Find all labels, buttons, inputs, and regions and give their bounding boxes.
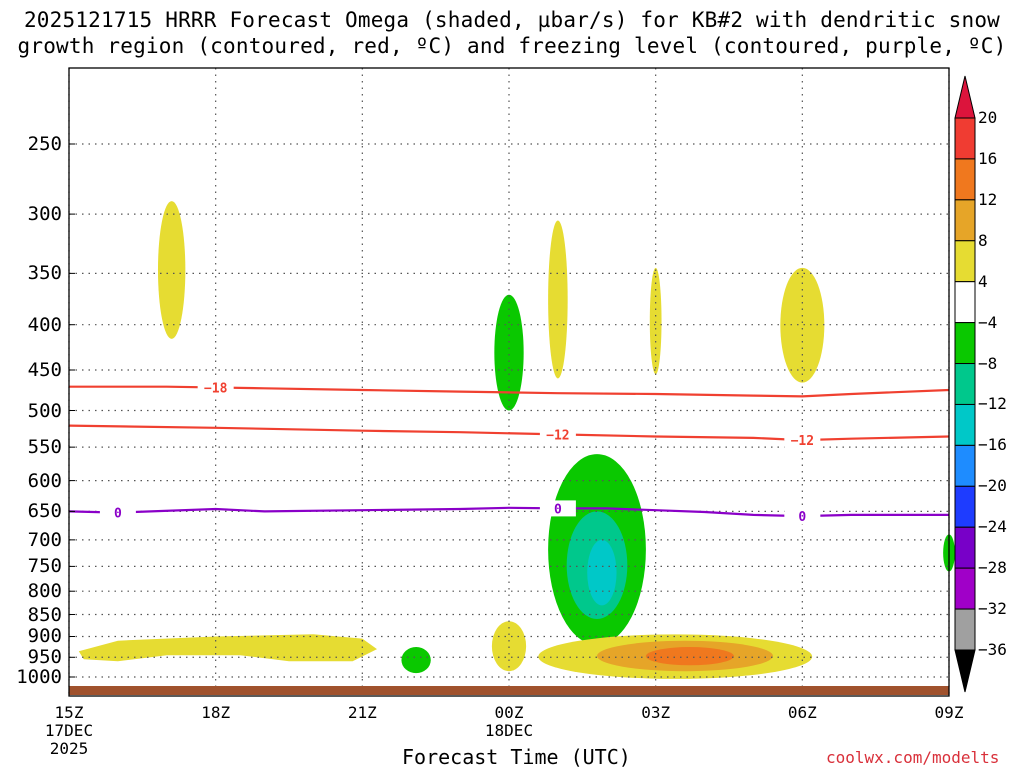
colorbar-segment-11 — [954, 567, 976, 610]
y-tick-label: 1000 — [16, 666, 62, 688]
colorbar-segment-1 — [954, 158, 976, 201]
colorbar-label: 16 — [978, 148, 998, 168]
contour-dgz-minus12 — [68, 424, 950, 442]
x-tick-label: 21Z — [347, 703, 377, 722]
colorbar-segment-3 — [954, 240, 976, 283]
omega-region-upward-strong-1 — [645, 647, 734, 666]
contour-label-bg-dgz-minus18-0 — [197, 379, 234, 396]
colorbar-label: 12 — [978, 189, 998, 209]
y-tick-label: 500 — [27, 399, 62, 422]
omega-region-upward-light-2 — [548, 220, 568, 379]
colorbar-label: −16 — [978, 435, 1007, 455]
omega-region-upward-light-6 — [491, 621, 527, 672]
colorbar-label: −4 — [978, 312, 998, 332]
colorbar-segment-10 — [954, 526, 976, 569]
x-tick-label: 03Z — [641, 703, 671, 722]
contour-label-bg-dgz-minus12-0 — [539, 426, 576, 443]
y-tick-label: 250 — [27, 133, 62, 155]
contour-label-bg-freezing-level-1 — [539, 500, 576, 517]
x-tick-sublabel-year: 2025 — [49, 739, 89, 758]
omega-region-downward-light-3 — [401, 647, 431, 674]
contour-label-bg-dgz-minus12-1 — [784, 432, 821, 449]
x-tick-label: 09Z — [934, 703, 964, 722]
y-tick-label: 950 — [27, 646, 62, 669]
contour-label-dgz-minus12-0: −12 — [546, 428, 569, 443]
contour-label-dgz-minus18-0: −18 — [204, 382, 228, 397]
colorbar-label: −20 — [978, 476, 1007, 496]
colorbar-label: 4 — [978, 271, 988, 291]
y-tick-label: 300 — [27, 203, 62, 226]
omega-region-upward-light-4 — [780, 267, 825, 383]
y-tick-label: 700 — [27, 528, 62, 551]
credit-text: coolwx.com/modelts — [826, 748, 1000, 767]
omega-region-downward-light-1 — [494, 294, 524, 411]
x-tick-label: 00Z — [494, 703, 524, 722]
y-tick-label: 750 — [27, 555, 62, 578]
colorbar-label: −32 — [978, 599, 1007, 619]
colorbar-label: −24 — [978, 517, 1007, 537]
contour-label-bg-freezing-level-0 — [99, 504, 136, 521]
colorbar-segment-5 — [954, 322, 976, 365]
omega-region-upward-light-1 — [157, 201, 186, 339]
chart-title-line-2: growth region (contoured, red, ºC) and f… — [17, 34, 1007, 58]
omega-region-upward-light-3 — [649, 267, 662, 375]
colorbar-segment-2 — [954, 199, 976, 242]
colorbar-segment-9 — [954, 485, 976, 528]
x-tick-label: 15Z — [54, 703, 84, 722]
colorbar-segment-8 — [954, 444, 976, 487]
colorbar-label: 8 — [978, 230, 988, 250]
x-tick-label: 06Z — [787, 703, 817, 722]
y-tick-label: 800 — [27, 580, 62, 603]
y-tick-label: 400 — [27, 313, 62, 336]
omega-region-downward-strong-1 — [587, 539, 617, 606]
contour-label-freezing-level-2: 0 — [798, 510, 806, 525]
y-tick-label: 550 — [27, 436, 62, 459]
colorbar-top-triangle — [954, 75, 976, 119]
colorbar-segment-6 — [954, 363, 976, 405]
colorbar-label: −36 — [978, 640, 1007, 659]
colorbar-segment-0 — [954, 117, 976, 160]
contour-label-bg-freezing-level-2 — [784, 508, 821, 525]
y-tick-label: 600 — [27, 469, 62, 492]
y-tick-label: 450 — [27, 358, 62, 381]
contour-label-freezing-level-0: 0 — [114, 507, 122, 522]
colorbar-label: −8 — [978, 353, 998, 373]
colorbar-label: 20 — [978, 108, 998, 127]
x-axis-title: Forecast Time (UTC) — [402, 745, 631, 769]
contour-label-dgz-minus12-1: −12 — [791, 434, 814, 449]
colorbar-bottom-triangle — [954, 649, 976, 693]
contour-label-freezing-level-1: 0 — [554, 502, 562, 517]
plot-frame — [68, 67, 950, 697]
omega-region-upward-light-5 — [78, 634, 378, 662]
x-tick-sublabel-date: 17DEC — [44, 721, 94, 740]
y-tick-label: 850 — [27, 603, 62, 626]
colorbar-segment-7 — [954, 403, 976, 446]
y-tick-label: 650 — [27, 500, 62, 523]
x-tick-label: 18Z — [201, 703, 231, 722]
colorbar-label: −28 — [978, 558, 1007, 578]
colorbar-segment-4 — [954, 281, 976, 324]
chart-title-line-1: 2025121715 HRRR Forecast Omega (shaded, … — [23, 8, 1001, 32]
x-tick-sublabel-date: 18DEC — [484, 721, 534, 740]
ground-surface — [69, 686, 949, 695]
colorbar-label: −12 — [978, 394, 1007, 414]
colorbar-segment-12 — [954, 608, 976, 651]
y-tick-label: 900 — [27, 625, 62, 648]
y-tick-label: 350 — [27, 262, 62, 285]
